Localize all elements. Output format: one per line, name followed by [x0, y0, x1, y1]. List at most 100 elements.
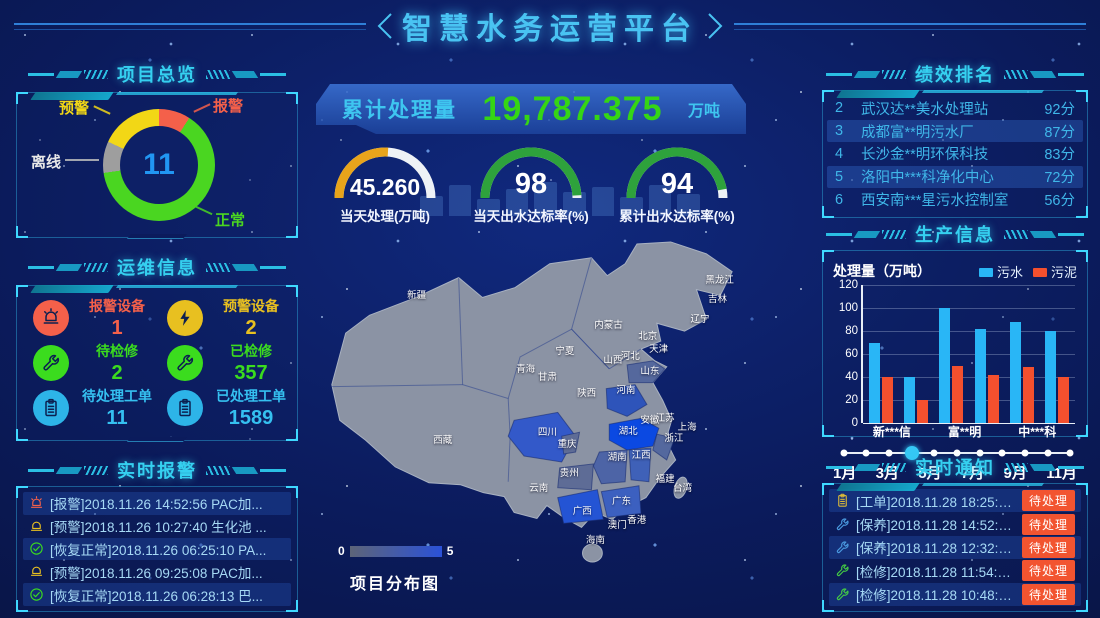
province-guangxi[interactable] [557, 489, 604, 524]
province-hunan[interactable] [592, 449, 628, 485]
x-tick-label: 中***科 [1018, 425, 1057, 439]
header-line-left [14, 21, 366, 31]
province-label: 江苏 [655, 412, 675, 424]
province-jiangxi[interactable] [628, 447, 652, 483]
alarm-row[interactable]: [恢复正常]2018.11.26 06:28:13 巴... [23, 583, 291, 606]
ranking-row[interactable]: 2 武汉达**美水处理站 92分 [827, 97, 1083, 119]
china-map[interactable]: 新疆 西藏 青海 甘肃 宁夏 内蒙古 北京 天津 河北 山西 山东 河南 陕西 江苏 安徽 上海 浙江 湖北 四川重… [312, 238, 748, 610]
slider-dot-active[interactable] [904, 446, 919, 460]
notice-row[interactable]: [保养]2018.11.28 12:32:16... 待处理 [829, 535, 1081, 559]
province-guangdong[interactable] [600, 485, 642, 518]
notice-row[interactable]: [工单]2018.11.28 18:25:00... 待处理 [829, 489, 1081, 513]
ops-item[interactable]: 待处理工单 11 [23, 385, 157, 430]
rank-name: 西安南***星污水控制室 [861, 193, 1009, 210]
clipboard-icon [45, 398, 57, 416]
y-tick: 80 [845, 325, 858, 337]
province-taiwan[interactable] [672, 475, 690, 499]
rank-score: 72分 [1044, 170, 1075, 187]
slider-dot[interactable] [862, 449, 870, 457]
province-label: 河南 [616, 384, 636, 396]
gauge-label: 当天出水达标率(%) [473, 209, 589, 224]
rank-score: 56分 [1044, 193, 1075, 210]
gauge: 98 当天出水达标率(%) [462, 142, 600, 237]
province-hubei[interactable] [608, 417, 660, 451]
chevron-left-icon [377, 13, 392, 39]
province-label: 黑龙江 [705, 274, 734, 286]
rank-name: 成都富**明污水厂 [861, 124, 974, 141]
slider-dot[interactable] [953, 449, 961, 457]
province-henan[interactable] [605, 384, 648, 417]
pending-badge[interactable]: 待处理 [1021, 513, 1075, 535]
ops-label: 待检修 [96, 342, 138, 359]
ops-item[interactable]: 预警设备 2 [157, 296, 291, 341]
ops-item[interactable]: 待检修 2 [23, 341, 157, 386]
alarm-row[interactable]: [预警]2018.11.26 10:27:40 生化池 ... [23, 515, 291, 538]
total-processing-label: 累计处理量 [342, 99, 457, 122]
pending-badge[interactable]: 待处理 [1021, 583, 1075, 605]
slider-dot[interactable] [1021, 449, 1029, 457]
ranking-row[interactable]: 4 长沙金**明环保科技 83分 [827, 143, 1083, 165]
alarm-row[interactable]: [预警]2018.11.26 09:25:08 PAC加... [23, 560, 291, 583]
x-tick-label: 富**明 [947, 425, 982, 439]
ops-value: 2 [111, 361, 123, 384]
legend-item[interactable]: 污泥 [1032, 262, 1077, 281]
province-label: 广东 [612, 496, 632, 508]
wrench-icon [33, 344, 69, 381]
ranking-row[interactable]: 5 洛阳中***科净化中心 72分 [827, 165, 1083, 188]
bar-污泥 [881, 377, 893, 423]
notice-row[interactable]: [保养]2018.11.28 14:52:56... 待处理 [829, 513, 1081, 536]
alarm-row[interactable]: [报警]2018.11.26 14:52:56 PAC加... [23, 492, 291, 515]
province-hainan[interactable] [582, 543, 603, 563]
ops-item[interactable]: 已处理工单 1589 [157, 385, 291, 430]
alarm-row[interactable]: [恢复正常]2018.11.26 06:25:10 PA... [23, 537, 291, 561]
row-text: [预警]2018.11.26 10:27:40 生化池 ... [50, 520, 267, 536]
rank-name: 长沙金**明环保科技 [861, 147, 989, 164]
province-zhejiang[interactable] [652, 433, 676, 461]
notice-row[interactable]: [检修]2018.11.28 11:54:06... 待处理 [829, 559, 1081, 582]
ops-title: 运维信息 [117, 258, 197, 278]
province-chongqing[interactable] [561, 431, 581, 455]
slider-dot[interactable] [998, 449, 1006, 457]
legend-gradient [349, 545, 442, 557]
pending-badge[interactable]: 待处理 [1021, 536, 1075, 558]
pending-badge[interactable]: 待处理 [1021, 560, 1075, 582]
slider-dot[interactable] [840, 449, 848, 457]
slider-dot[interactable] [1044, 449, 1052, 457]
ops-label: 预警设备 [223, 298, 279, 315]
month-label: 1月 [833, 465, 857, 482]
province-label: 重庆 [557, 438, 577, 450]
project-status-donut[interactable]: 11 预警 报警 离线 正常 [17, 93, 297, 237]
wrench-icon [836, 541, 849, 554]
slider-dot[interactable] [1066, 449, 1074, 457]
province-guizhou[interactable] [557, 463, 594, 491]
province-label: 安徽 [640, 415, 660, 427]
ops-label: 报警设备 [89, 298, 145, 315]
month-slider[interactable] [839, 446, 1075, 460]
wrench-icon [836, 517, 849, 530]
inner-borders [331, 257, 642, 482]
y-tick: 120 [838, 279, 858, 291]
slider-dot[interactable] [885, 449, 893, 457]
bar-污水 [903, 377, 915, 423]
ops-item[interactable]: 已检修 357 [157, 341, 291, 386]
pending-badge[interactable]: 待处理 [1021, 490, 1075, 512]
province-label: 新疆 [407, 289, 427, 301]
notices-title: 实时通知 [915, 458, 995, 478]
notice-row[interactable]: [检修]2018.11.28 10:48:17... 待处理 [829, 582, 1081, 606]
province-sichuan[interactable] [507, 411, 577, 463]
slider-dot[interactable] [976, 449, 984, 457]
ops-item[interactable]: 报警设备 1 [23, 296, 157, 341]
row-text: [检修]2018.11.28 11:54:06... [856, 564, 1016, 580]
gauge-value: 45.260 [349, 174, 421, 200]
ranking-row[interactable]: 3 成都富**明污水厂 87分 [827, 120, 1083, 143]
province-label: 江西 [631, 449, 651, 461]
ranking-row[interactable]: 6 西安南***星污水控制室 56分 [827, 189, 1083, 211]
slider-dot[interactable] [930, 449, 938, 457]
production-title: 生产信息 [915, 225, 995, 245]
province-label: 宁夏 [555, 345, 575, 357]
province-shandong[interactable] [626, 360, 666, 384]
ops-grid: 报警设备 1 预警设备 2 待检修 2 已检修 357 待处理工单 11 已处理工单 1589 [17, 286, 297, 440]
ops-value: 2 [245, 317, 257, 340]
month-label: 5月 [918, 465, 942, 482]
legend-item[interactable]: 污水 [978, 262, 1023, 281]
